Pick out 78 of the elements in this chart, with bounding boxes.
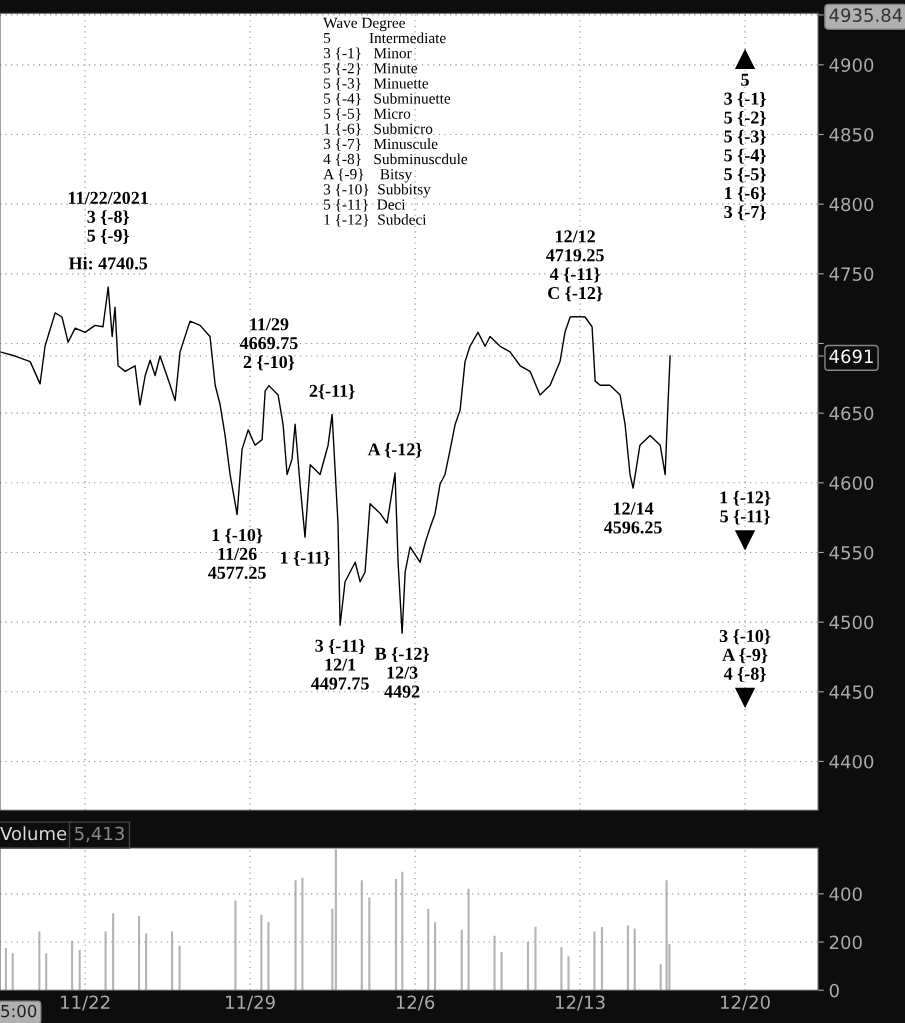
- bar: [593, 931, 596, 991]
- y-tick-label: 4550: [829, 545, 874, 560]
- y-tick-label: 4750: [829, 267, 874, 281]
- annotation: 3 {-11} 12/1 4497.75: [311, 639, 369, 690]
- annotation: 3 {-10} A {-9} 4 {-8}: [719, 629, 771, 683]
- chart-title: Volume: [0, 826, 67, 841]
- bar: [560, 947, 563, 991]
- bar: [4, 948, 7, 991]
- x-tick-label: 12/13: [556, 995, 605, 1011]
- bar: [334, 849, 337, 991]
- bar: [145, 933, 148, 991]
- bar: [234, 900, 237, 991]
- bar: [171, 931, 174, 991]
- annotation: 12/12 4719.25 4 {-11} C {-12}: [546, 230, 604, 302]
- annotation: B {-12} 12/3 4492: [374, 647, 429, 698]
- bar: [45, 953, 48, 991]
- y-tick-label: 4800: [829, 197, 874, 212]
- annotation: 1 {-11}: [281, 551, 330, 566]
- bar: [368, 897, 371, 991]
- bar: [500, 951, 503, 991]
- text: 5:00: [1, 1004, 37, 1018]
- y-tick-label: 4850: [829, 127, 874, 142]
- annotation: 11/29 4669.75 2 {-10}: [239, 318, 298, 371]
- y-tick-label: 0: [829, 983, 839, 998]
- annotation: 1 {-12} 5 {-11}: [720, 490, 771, 525]
- annotation: 11/22/2021 3 {-8} 5 {-9}: [68, 191, 148, 244]
- y-tick-label: 4400: [829, 754, 874, 769]
- y-tick-label: 4500: [829, 615, 874, 630]
- bar: [104, 931, 107, 991]
- bar: [460, 929, 463, 991]
- y-tick-label: 4450: [829, 685, 874, 699]
- bar: [665, 880, 668, 991]
- bar: [394, 878, 398, 991]
- bar: [178, 945, 181, 991]
- bar: [11, 953, 14, 991]
- y-tick-label: 4900: [829, 58, 874, 72]
- bar: [78, 950, 81, 991]
- annotation: A {-12}: [367, 442, 422, 458]
- bar: [493, 935, 496, 991]
- bar: [294, 880, 297, 991]
- bar: [626, 925, 629, 991]
- x-tick-label: 12/6: [396, 995, 435, 1011]
- bar: [534, 926, 537, 991]
- chart-subtitle: 5,413: [75, 826, 124, 843]
- bar: [427, 908, 430, 991]
- annotation: 1 {-10} 11/26 4577.25: [208, 528, 266, 579]
- annotation: Hi: 4740.5: [68, 256, 148, 270]
- bar: [526, 942, 530, 991]
- bar: [331, 908, 334, 991]
- bar: [401, 871, 404, 991]
- bar: [267, 922, 270, 991]
- bar: [138, 916, 141, 991]
- bar: [467, 888, 470, 991]
- y-tick-label: 400: [829, 887, 862, 901]
- bar: [600, 927, 604, 991]
- bar: [659, 964, 662, 991]
- bar: [301, 877, 304, 991]
- y-tick-label: 200: [829, 935, 862, 950]
- bar: [71, 940, 74, 991]
- bar: [567, 956, 570, 991]
- y-tick-label: 4935.84: [829, 8, 903, 23]
- bar: [38, 931, 41, 991]
- x-tick-label: 11/22: [61, 995, 110, 1011]
- annotation: 2{-11}: [309, 384, 355, 400]
- annotation: 12/14 4596.25: [604, 502, 662, 534]
- y-tick-label: 4600: [829, 476, 874, 490]
- text: Wave Degree 5 Intermediate 3 {-1} Minor 5 {-2} Minute 5 {-3} Minuette 5 {-4} Subminuette 5 {-5} Micro 1 {-6} Submicro 3 {-7} Minuscule 4 {-8} Subminuscdule A {-9} Bitsy 3 {-10} Subbitsy 5 {-11} Deci 1 {-12} Subdeci: [323, 17, 468, 227]
- x-tick-label: 11/29: [226, 995, 275, 1011]
- bar: [260, 914, 263, 991]
- line-series: [0, 286, 671, 634]
- bar: [112, 913, 115, 991]
- y-tick-label: 4691: [829, 349, 873, 364]
- x-tick-label: 12/20: [721, 995, 770, 1011]
- bar: [633, 928, 636, 991]
- bar: [434, 922, 437, 991]
- bar: [360, 880, 363, 991]
- annotation: 5 3 {-1} 5 {-2} 5 {-3} 5 {-4} 5 {-5} 1 {-6} 3 {-7}: [724, 73, 766, 221]
- y-tick-label: 4650: [829, 406, 874, 421]
